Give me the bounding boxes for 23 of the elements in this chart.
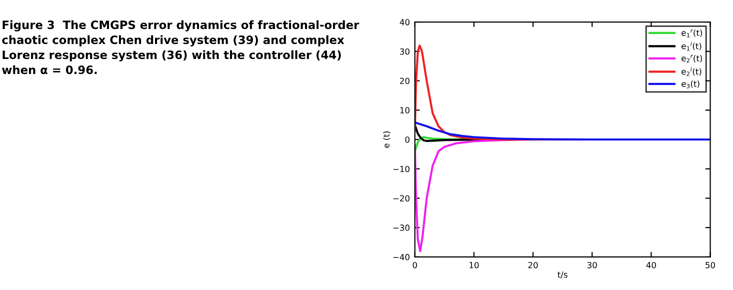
legend-label: e$_{2}$$^{i}$(t) (682, 66, 702, 76)
x-tick-label: 50 (706, 262, 716, 268)
x-tick-label: 30 (587, 262, 597, 268)
x-tick-label: 10 (470, 262, 479, 268)
legend-label: e$_{3}$(t) (682, 80, 700, 88)
legend-label: e$_{1}$$^{r}$(t) (682, 29, 702, 38)
y-tick-label: −30 (393, 224, 410, 231)
y-tick-label: 40 (400, 19, 410, 26)
y-tick-label: −20 (393, 195, 410, 202)
y-tick-label: 10 (400, 107, 410, 114)
x-tick-label: 0 (412, 262, 417, 268)
x-tick-label: 40 (646, 262, 656, 268)
legend-label: e$_{1}$$^{i}$(t) (682, 41, 702, 50)
legend-label: e$_{2}$$^{r}$(t) (682, 54, 702, 63)
y-tick-label: 20 (400, 78, 410, 84)
y-tick-label: −40 (393, 254, 410, 260)
x-axis-title: t/s (558, 272, 568, 278)
y-axis-title: e (t) (382, 131, 390, 148)
y-tick-label: −10 (393, 166, 410, 172)
y-tick-label: 30 (400, 48, 410, 55)
x-tick-label: 20 (528, 262, 538, 268)
text: Figure 3 The CMGPS error dynamics of fractional-order chaotic complex Chen drive system (39) and complex Lorenz response system (36) with the controller (44) when α = 0.96. (2, 20, 360, 74)
y-tick-label: 0 (405, 136, 410, 143)
